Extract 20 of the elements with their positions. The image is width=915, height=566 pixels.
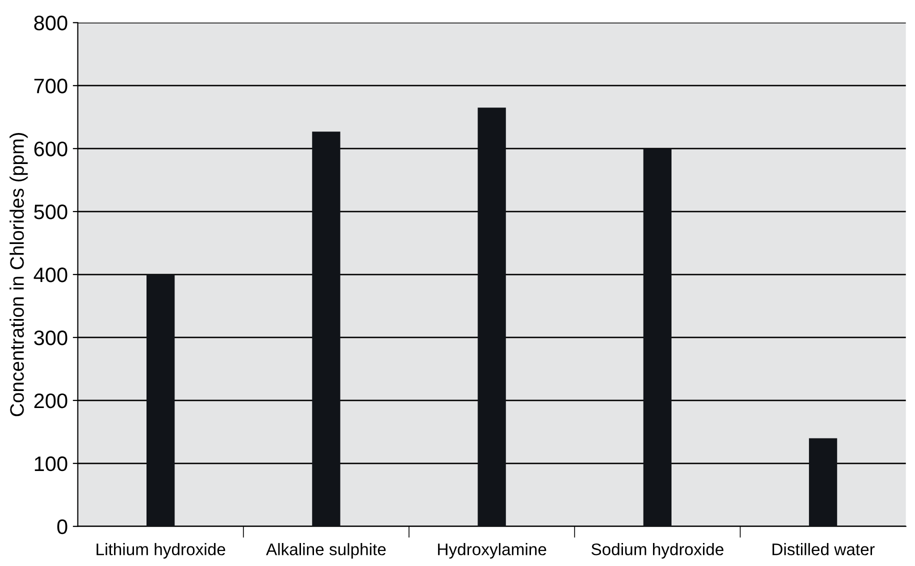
x-tick-label: Distilled water: [772, 543, 875, 556]
y-tick-label: 100: [34, 456, 68, 472]
y-axis-title: Concentration in Chlorides (ppm): [10, 133, 28, 416]
bar: [146, 274, 175, 526]
bar: [808, 438, 838, 526]
x-tick-label: Hydroxylamine: [438, 543, 546, 559]
x-tick-label: Alkaline sulphite: [266, 543, 386, 559]
y-tick-label: 200: [34, 393, 68, 408]
y-tick-label: 600: [34, 142, 68, 156]
y-tick-label: 800: [34, 16, 68, 30]
y-tick-label: 400: [34, 268, 68, 282]
bar: [643, 148, 672, 526]
y-tick-label: 700: [34, 78, 68, 94]
y-tick-label: 500: [34, 204, 68, 220]
y-tick-label: 0: [57, 519, 68, 534]
bar: [312, 132, 340, 526]
x-tick-label: Lithium hydroxide: [96, 543, 226, 559]
x-tick-label: Sodium hydroxide: [591, 543, 724, 559]
bar: [478, 108, 506, 526]
y-tick-label: 300: [34, 330, 68, 346]
